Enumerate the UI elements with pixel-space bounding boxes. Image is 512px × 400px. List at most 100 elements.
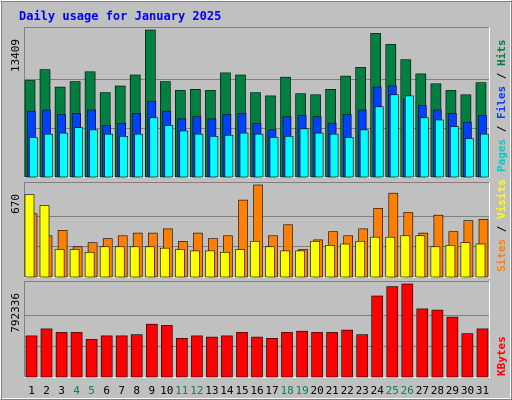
bar-sites-day-30 (460, 242, 471, 278)
bar-kbytes-day-3 (55, 332, 68, 378)
bar-pages-day-19 (299, 128, 309, 178)
bar-sites-day-17 (265, 246, 275, 278)
x-tick-label: 31 (476, 384, 489, 397)
series-kbytes (25, 283, 489, 378)
bar-pages-day-25 (389, 94, 399, 178)
legend-kbytes: KBytes (495, 336, 508, 376)
bar-sites-day-22 (340, 243, 351, 278)
bar-sites-day-16 (250, 241, 260, 278)
bar-kbytes-day-16 (251, 336, 263, 378)
bar-kbytes-day-13 (206, 336, 218, 378)
bar-sites-day-25 (385, 236, 396, 278)
bar-pages-day-3 (59, 132, 68, 178)
max-value-label-kbytes: 792336 (9, 293, 22, 333)
bar-pages-day-1 (29, 137, 38, 178)
bar-pages-day-15 (239, 132, 249, 178)
bar-pages-day-17 (269, 137, 279, 178)
x-tick-label: 22 (341, 384, 354, 397)
x-tick-label: 18 (280, 384, 293, 397)
x-tick-label: 23 (356, 384, 369, 397)
x-tick-label: 6 (103, 384, 110, 397)
side-legend-visits: Sites / Visits (495, 179, 508, 272)
bar-kbytes-day-6 (100, 335, 113, 378)
bar-pages-day-29 (450, 126, 459, 178)
bar-sites-day-1 (24, 194, 35, 278)
chart-title: Daily usage for January 2025 (19, 9, 221, 23)
bar-kbytes-day-1 (25, 335, 38, 378)
bar-pages-day-18 (284, 136, 294, 178)
bar-kbytes-day-8 (130, 334, 143, 378)
x-tick-label: 1 (28, 384, 35, 397)
x-tick-label: 15 (235, 384, 248, 397)
x-tick-label: 14 (220, 384, 234, 397)
x-tick-label: 24 (371, 384, 385, 397)
bar-sites-day-6 (99, 246, 110, 278)
bar-kbytes-day-27 (416, 308, 429, 378)
x-tick-label: 10 (160, 384, 173, 397)
side-legend-kbytes: KBytes (495, 336, 508, 376)
max-value-label-hits: 13409 (9, 39, 22, 72)
bar-kbytes-day-24 (371, 295, 384, 378)
series-pages (29, 94, 489, 178)
bar-kbytes-day-21 (326, 332, 338, 378)
bar-sites-day-28 (430, 246, 441, 278)
bar-sites-day-24 (370, 236, 381, 278)
bar-sites-day-27 (415, 235, 426, 278)
bar-kbytes-day-4 (70, 332, 83, 378)
bar-pages-day-31 (480, 133, 489, 178)
bar-kbytes-day-2 (40, 328, 53, 378)
bar-pages-day-14 (224, 135, 234, 178)
bar-sites-day-13 (205, 250, 215, 278)
bar-kbytes-day-14 (221, 335, 233, 378)
panel-visits: 670 Sites / Visits (9, 179, 508, 278)
bar-kbytes-day-15 (236, 332, 248, 378)
x-tick-label: 17 (265, 384, 278, 397)
bar-pages-day-2 (44, 133, 53, 178)
legend-files: Files (495, 86, 508, 119)
bar-pages-day-7 (119, 136, 128, 178)
legend-visits: Visits (495, 179, 508, 219)
bar-kbytes-day-28 (431, 309, 444, 378)
bar-kbytes-day-17 (266, 337, 278, 378)
bar-sites-day-31 (475, 243, 486, 278)
bar-sites-day-10 (160, 247, 170, 278)
x-tick-label: 9 (148, 384, 155, 397)
x-tick-label: 12 (190, 384, 203, 397)
legend-separator: / (495, 66, 508, 86)
legend-hits: Hits (495, 40, 508, 67)
bar-kbytes-day-10 (161, 325, 173, 378)
bar-sites-day-21 (325, 245, 335, 278)
bar-sites-day-5 (84, 252, 95, 278)
x-tick-label: 25 (386, 384, 399, 397)
legend-sites: Sites (495, 239, 508, 272)
max-value-label-visits: 670 (9, 194, 22, 214)
x-tick-label: 28 (431, 384, 444, 397)
bar-kbytes-day-22 (341, 329, 354, 378)
bar-pages-day-12 (194, 133, 204, 178)
bar-pages-day-30 (465, 138, 474, 178)
x-tick-label: 7 (118, 384, 125, 397)
bar-pages-day-9 (149, 117, 159, 178)
bar-kbytes-day-9 (146, 323, 158, 378)
x-tick-label: 4 (73, 384, 80, 397)
bar-sites-day-9 (145, 246, 155, 278)
bar-pages-day-8 (134, 133, 143, 178)
x-tick-label: 2 (43, 384, 50, 397)
bar-sites-day-2 (39, 205, 50, 278)
bar-pages-day-27 (419, 117, 429, 178)
bar-kbytes-day-7 (115, 335, 128, 378)
bar-pages-day-26 (404, 95, 414, 178)
side-legend-hits: Pages / Files / Hits (495, 40, 508, 173)
bar-pages-day-16 (254, 133, 264, 178)
bar-kbytes-day-26 (401, 283, 414, 378)
bar-kbytes-day-19 (296, 330, 308, 378)
bar-sites-day-7 (114, 246, 125, 278)
bar-kbytes-day-30 (461, 333, 474, 378)
bar-sites-day-11 (175, 249, 185, 278)
bar-pages-day-24 (374, 106, 384, 178)
x-tick-label: 11 (175, 384, 188, 397)
bar-sites-day-26 (400, 235, 411, 278)
